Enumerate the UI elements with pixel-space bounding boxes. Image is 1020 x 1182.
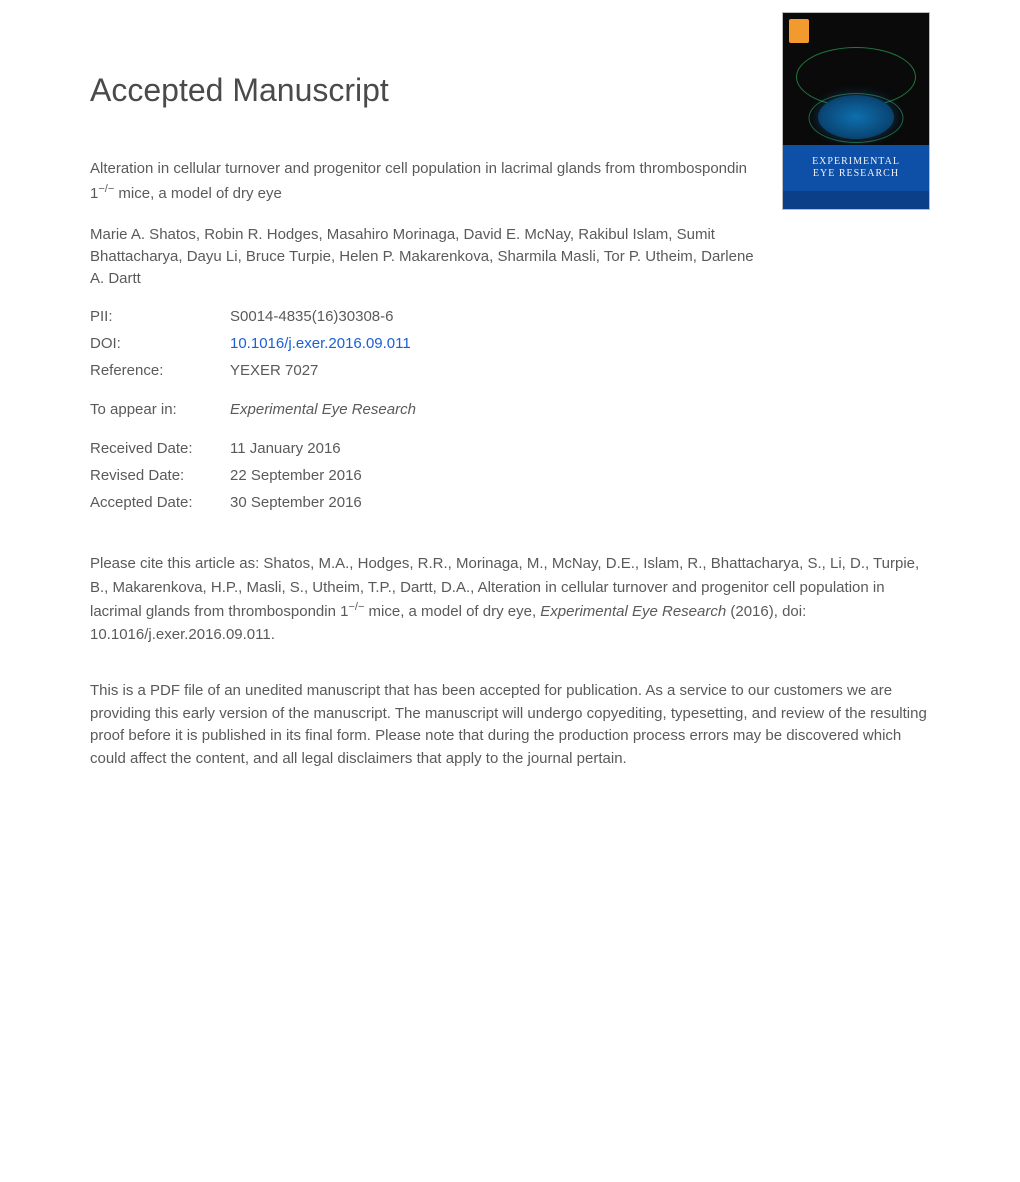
cite-superscript: −/− [348, 601, 364, 613]
cite-journal: Experimental Eye Research [540, 603, 726, 620]
reference-label: Reference: [90, 357, 230, 384]
cover-journal-name: EXPERIMENTAL EYE RESEARCH [812, 156, 900, 180]
cite-post-1: mice, a model of dry eye, [364, 603, 540, 620]
pii-label: PII: [90, 303, 230, 330]
pii-value: S0014-4835(16)30308-6 [230, 303, 416, 330]
page-heading: Accepted Manuscript [90, 72, 758, 109]
revised-label: Revised Date: [90, 462, 230, 489]
received-value: 11 January 2016 [230, 435, 416, 462]
table-row: To appear in: Experimental Eye Research [90, 396, 416, 423]
article-title: Alteration in cellular turnover and prog… [90, 157, 758, 206]
doi-link[interactable]: 10.1016/j.exer.2016.09.011 [230, 335, 411, 352]
top-row: Accepted Manuscript Alteration in cellul… [90, 72, 930, 516]
accepted-label: Accepted Date: [90, 489, 230, 516]
cover-eye-illustration [818, 95, 894, 139]
elsevier-logo-icon [789, 19, 809, 43]
cover-line2: EYE RESEARCH [813, 168, 899, 179]
doi-label: DOI: [90, 330, 230, 357]
authors-list: Marie A. Shatos, Robin R. Hodges, Masahi… [90, 224, 758, 289]
table-row: PII: S0014-4835(16)30308-6 [90, 303, 416, 330]
metadata-table: PII: S0014-4835(16)30308-6 DOI: 10.1016/… [90, 303, 416, 516]
cover-line1: EXPERIMENTAL [812, 156, 900, 167]
article-title-superscript: −/− [98, 183, 114, 195]
received-label: Received Date: [90, 435, 230, 462]
cover-title-band: EXPERIMENTAL EYE RESEARCH [783, 145, 929, 191]
revised-value: 22 September 2016 [230, 462, 416, 489]
table-row: Reference: YEXER 7027 [90, 357, 416, 384]
table-row: Received Date: 11 January 2016 [90, 435, 416, 462]
reference-value: YEXER 7027 [230, 357, 416, 384]
appear-value: Experimental Eye Research [230, 396, 416, 423]
article-title-post: mice, a model of dry eye [114, 185, 282, 202]
table-row: Accepted Date: 30 September 2016 [90, 489, 416, 516]
accepted-value: 30 September 2016 [230, 489, 416, 516]
manuscript-page: Accepted Manuscript Alteration in cellul… [0, 0, 1020, 810]
appear-label: To appear in: [90, 396, 230, 423]
journal-cover-thumbnail: EXPERIMENTAL EYE RESEARCH [782, 12, 930, 210]
table-row: Revised Date: 22 September 2016 [90, 462, 416, 489]
citation-block: Please cite this article as: Shatos, M.A… [90, 552, 930, 646]
disclaimer-text: This is a PDF file of an unedited manusc… [90, 680, 930, 770]
cover-footer-bar [783, 191, 929, 209]
table-row: DOI: 10.1016/j.exer.2016.09.011 [90, 330, 416, 357]
left-column: Accepted Manuscript Alteration in cellul… [90, 72, 758, 516]
